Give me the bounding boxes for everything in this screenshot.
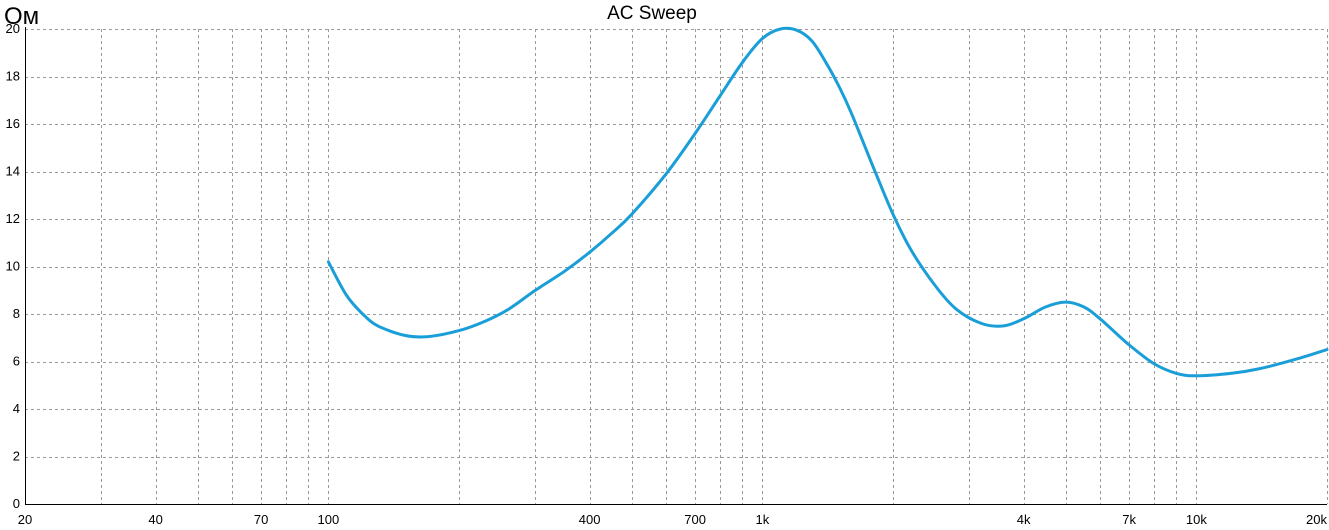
y-axis-unit-label: Ом — [4, 3, 39, 30]
x-tick-label: 40 — [148, 512, 162, 527]
y-tick-label: 4 — [13, 401, 20, 416]
x-tick-label: 7k — [1122, 512, 1136, 527]
x-tick-label: 1k — [755, 512, 769, 527]
y-tick-label: 0 — [13, 496, 20, 511]
x-tick-label: 400 — [579, 512, 601, 527]
y-tick-label: 18 — [6, 69, 20, 84]
series-layer — [326, 26, 1329, 378]
x-tick-label: 4k — [1017, 512, 1031, 527]
axis-layer — [25, 27, 1327, 505]
impedance-series-line — [326, 26, 1329, 378]
y-tick-label: 16 — [6, 116, 20, 131]
tick-label-layer: 0 2 4 6 8 10 12 14 16 18 20 20 40 70 100 400 700 1k 4k 7k 10… — [6, 21, 1328, 527]
y-tick-label: 14 — [6, 164, 20, 179]
y-tick-label: 6 — [13, 354, 20, 369]
y-tick-label: 20 — [6, 21, 20, 36]
chart-title: AC Sweep — [607, 3, 697, 24]
x-tick-label: 20k — [1306, 512, 1327, 527]
x-tick-label: 70 — [254, 512, 268, 527]
x-tick-label: 700 — [684, 512, 706, 527]
x-tick-label: 20 — [18, 512, 32, 527]
x-tick-label: 10k — [1186, 512, 1207, 527]
y-tick-label: 2 — [13, 449, 20, 464]
y-tick-label: 10 — [6, 259, 20, 274]
y-tick-label: 8 — [13, 306, 20, 321]
y-tick-label: 12 — [6, 211, 20, 226]
x-tick-label: 100 — [318, 512, 340, 527]
grid-layer — [25, 29, 1328, 504]
